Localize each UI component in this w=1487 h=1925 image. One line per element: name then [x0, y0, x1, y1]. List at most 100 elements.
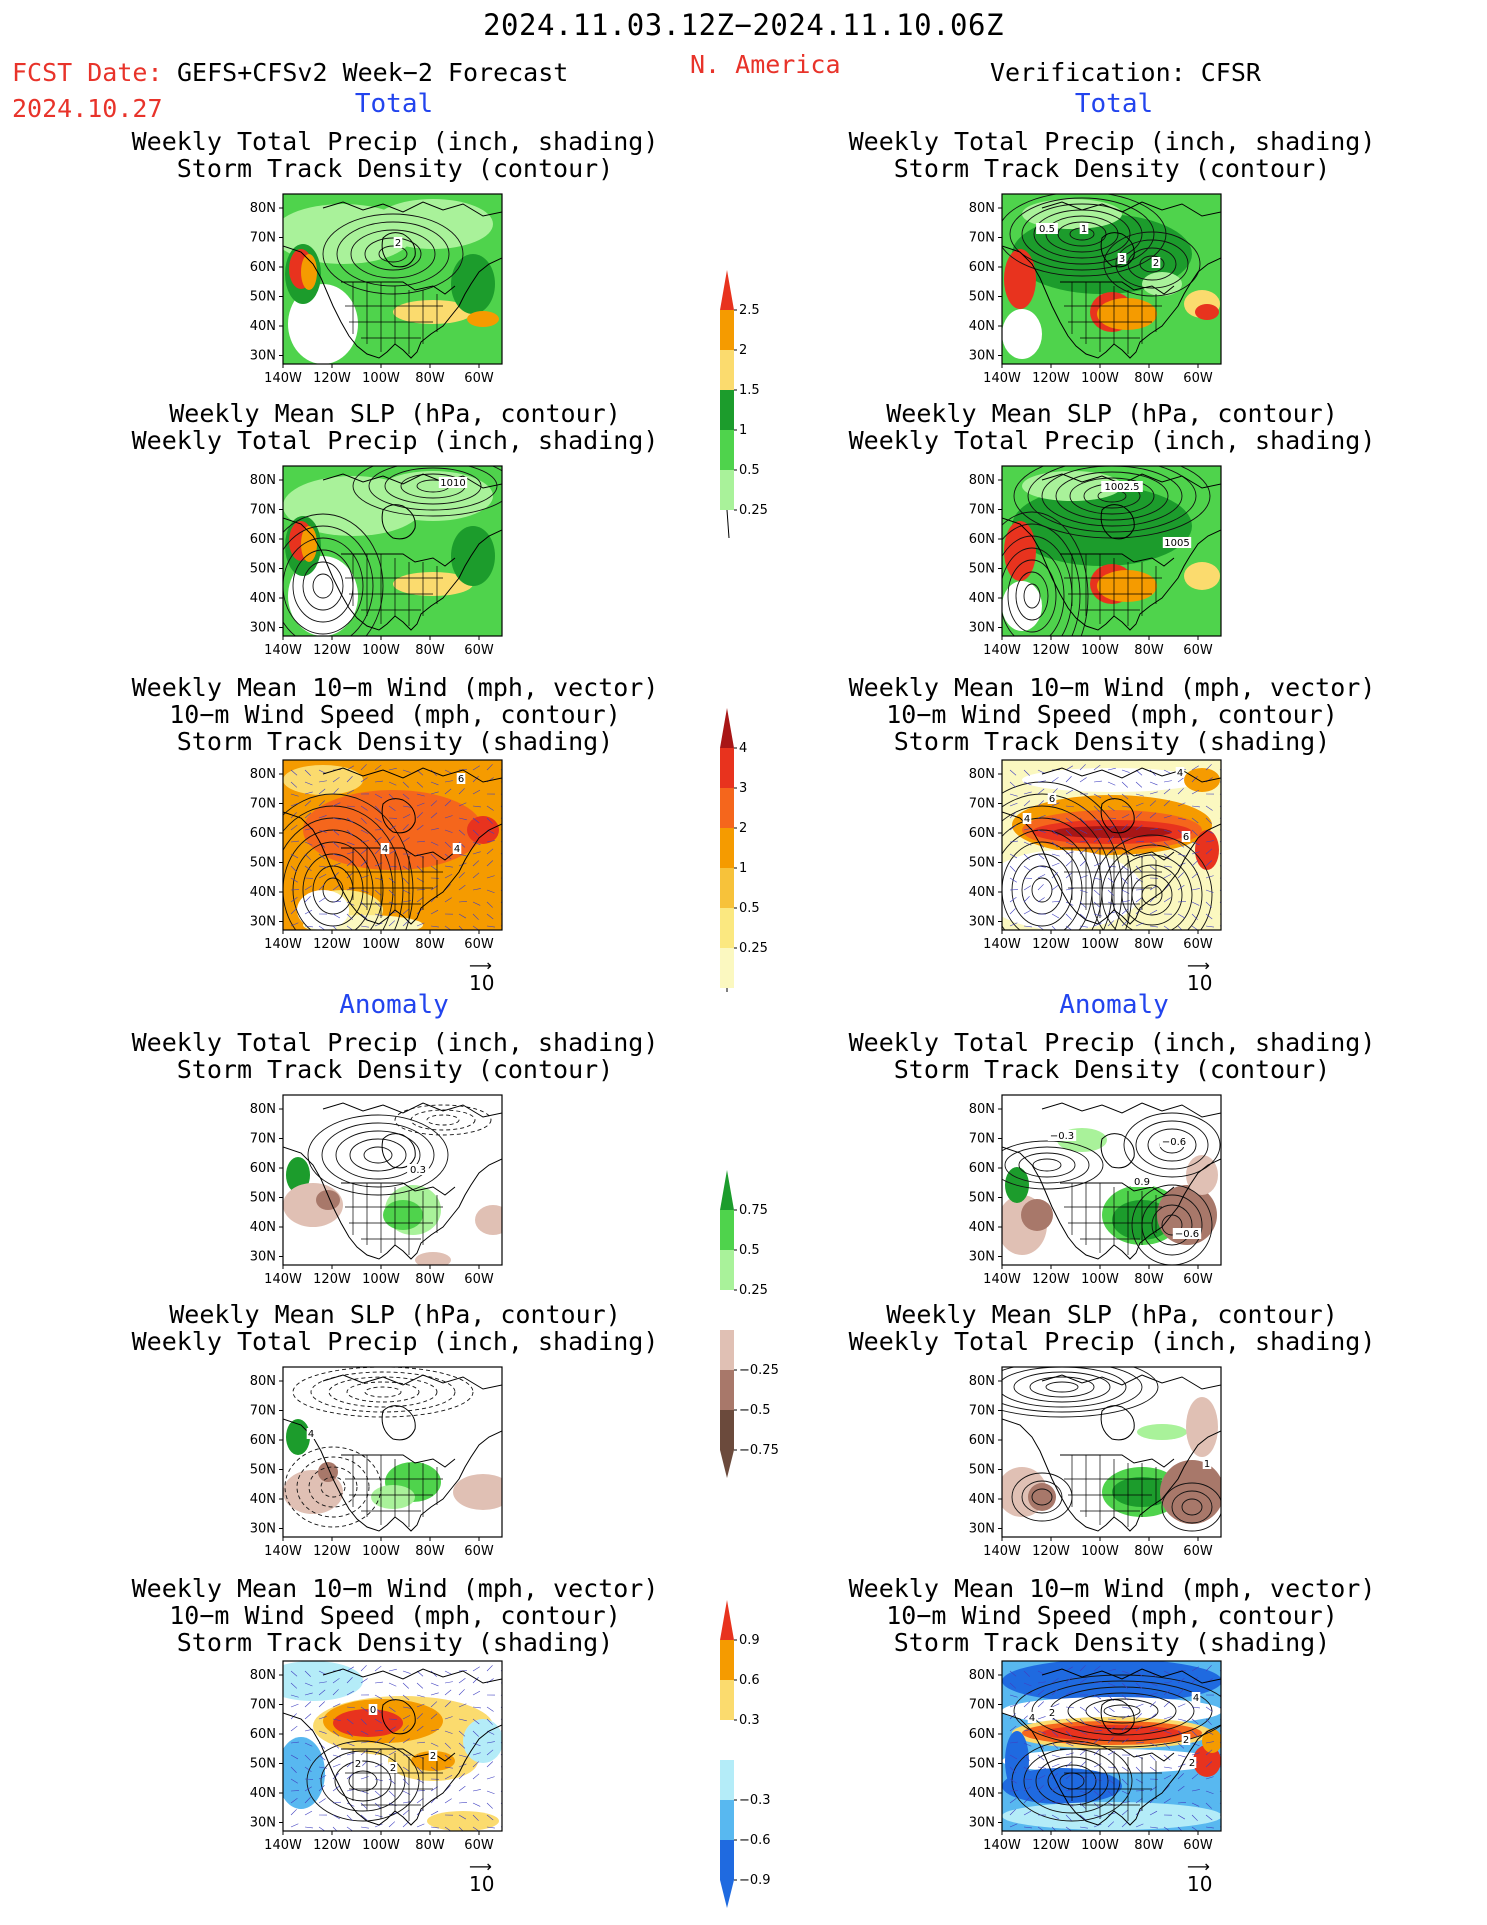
colorbar-swatch	[720, 788, 734, 828]
contour-label: 4	[454, 844, 460, 855]
contour-label: 2	[395, 238, 401, 249]
lon-tick-label: 80W	[1134, 937, 1164, 952]
colorbar-swatch	[720, 310, 734, 350]
title-r2l: Weekly Mean SLP (hPa, contour) Weekly Tot…	[131, 399, 659, 455]
colorbar-label: −0.75	[739, 1443, 779, 1458]
date-range-title: 2024.11.03.12Z−2024.11.10.06Z	[483, 8, 1004, 42]
map-shading	[283, 1095, 502, 1265]
colorbar-swatch	[720, 948, 734, 988]
colorbar-label: 1	[739, 861, 747, 876]
lat-tick-label: 70N	[250, 231, 276, 246]
colorbar-label: 3	[739, 781, 747, 796]
colorbar-swatch	[720, 1250, 734, 1290]
lon-tick-label: 100W	[1081, 1544, 1119, 1559]
colorbar-label: 4	[739, 741, 747, 756]
lon-tick-label: 60W	[464, 1838, 494, 1853]
section-total-right: Total	[1074, 89, 1154, 119]
lat-tick-label: 50N	[969, 562, 995, 577]
lon-tick-label: 80W	[415, 371, 445, 386]
map-shading	[1002, 760, 1221, 930]
lat-tick-label: 50N	[969, 856, 995, 871]
lat-tick-label: 50N	[969, 290, 995, 305]
colorbar-swatch	[720, 1840, 734, 1880]
lat-tick-label: 80N	[969, 1102, 995, 1117]
lat-tick-label: 60N	[969, 1433, 995, 1448]
contour-label: 1	[1204, 1459, 1210, 1470]
lat-tick-label: 80N	[250, 1668, 276, 1683]
coastline	[1002, 767, 1221, 925]
colorbar-swatch	[720, 1290, 734, 1330]
contour-label: 0	[370, 1705, 376, 1716]
lon-tick-label: 60W	[1183, 1272, 1213, 1287]
colorbar-swatch	[720, 1760, 734, 1800]
lat-tick-label: 60N	[250, 532, 276, 547]
colorbar-label: 0.25	[739, 503, 768, 518]
lon-tick-label: 60W	[1183, 643, 1213, 658]
title-r1l: Weekly Total Precip (inch, shading) Storm…	[131, 127, 659, 183]
coastline	[1002, 1102, 1221, 1260]
colorbar-swatch	[720, 1370, 734, 1410]
lon-tick-label: 120W	[1032, 643, 1070, 658]
colorbar-label: 2	[739, 343, 747, 358]
lat-tick-label: 50N	[250, 1191, 276, 1206]
colorbar-label: −0.25	[739, 1363, 779, 1378]
map-panel-r2l: 1010 80N 70N 60N 50N 40N 30N 140W 120W 100W 80W 60W	[243, 462, 510, 662]
section-anomaly-left: Anomaly	[339, 990, 449, 1020]
colorbar-swatch	[720, 868, 734, 908]
map-shading	[283, 1367, 502, 1537]
lon-tick-label: 140W	[264, 1272, 302, 1287]
lat-tick-label: 80N	[969, 473, 995, 488]
lon-tick-label: 60W	[1183, 1838, 1213, 1853]
lon-tick-label: 120W	[1032, 1838, 1070, 1853]
map-panel-r4l: 0.3 80N 70N 60N 50N 40N 30N 140W 120W 100W 80W 60W	[243, 1091, 510, 1291]
lat-tick-label: 40N	[250, 1492, 276, 1507]
coastline	[1002, 201, 1221, 359]
lon-tick-label: 60W	[464, 937, 494, 952]
contour-label: 1	[1081, 224, 1087, 235]
colorbar-label: 1	[739, 423, 747, 438]
title-r3l: Weekly Mean 10−m Wind (mph, vector) 10−m …	[131, 673, 659, 756]
title-r3r: Weekly Mean 10−m Wind (mph, vector) 10−m …	[848, 673, 1376, 756]
lat-tick-label: 80N	[969, 201, 995, 216]
colorbar-label: −0.5	[739, 1403, 771, 1418]
lon-tick-label: 140W	[264, 1544, 302, 1559]
lat-tick-label: 40N	[969, 591, 995, 606]
lat-tick-label: 40N	[250, 319, 276, 334]
contour-label: 0.3	[410, 1165, 426, 1176]
lon-tick-label: 60W	[464, 1544, 494, 1559]
lat-tick-label: 50N	[969, 1463, 995, 1478]
lat-tick-label: 30N	[969, 349, 995, 364]
lat-tick-label: 60N	[969, 532, 995, 547]
lat-tick-label: 80N	[250, 1374, 276, 1389]
map-shading	[1002, 194, 1221, 364]
lat-tick-label: 30N	[250, 1250, 276, 1265]
colorbar-swatch	[720, 350, 734, 390]
title-r6l: Weekly Mean 10−m Wind (mph, vector) 10−m …	[131, 1574, 659, 1657]
lat-tick-label: 40N	[250, 591, 276, 606]
contour-label: 4	[382, 844, 388, 855]
colorbar-precip-anomaly: 0.75 0.5 0.25 −0.25 −0.5 −0.75	[720, 1170, 790, 1480]
lon-tick-label: 80W	[1134, 1544, 1164, 1559]
lat-tick-label: 50N	[250, 1757, 276, 1772]
contour-label: 4	[1193, 1693, 1199, 1704]
colorbar-swatch	[720, 1640, 734, 1680]
lon-tick-label: 100W	[362, 371, 400, 386]
coastline	[1002, 1374, 1221, 1532]
lon-tick-label: 120W	[1032, 1544, 1070, 1559]
contour-label: 4	[1024, 814, 1030, 825]
map-shading	[283, 760, 502, 930]
lat-tick-label: 30N	[250, 621, 276, 636]
colorbar-label: −0.3	[739, 1793, 771, 1808]
lon-tick-label: 80W	[415, 1838, 445, 1853]
colorbar-label: 0.5	[739, 1243, 760, 1258]
section-anomaly-right: Anomaly	[1059, 990, 1169, 1020]
lon-tick-label: 60W	[464, 1272, 494, 1287]
lon-tick-label: 80W	[1134, 371, 1164, 386]
colorbar-label: 2	[739, 821, 747, 836]
lat-tick-label: 30N	[250, 349, 276, 364]
lon-tick-label: 80W	[1134, 1838, 1164, 1853]
contour-label: 4	[1177, 768, 1183, 779]
lat-tick-label: 40N	[250, 885, 276, 900]
contour-label: 6	[1049, 794, 1055, 805]
coastline	[283, 473, 502, 631]
